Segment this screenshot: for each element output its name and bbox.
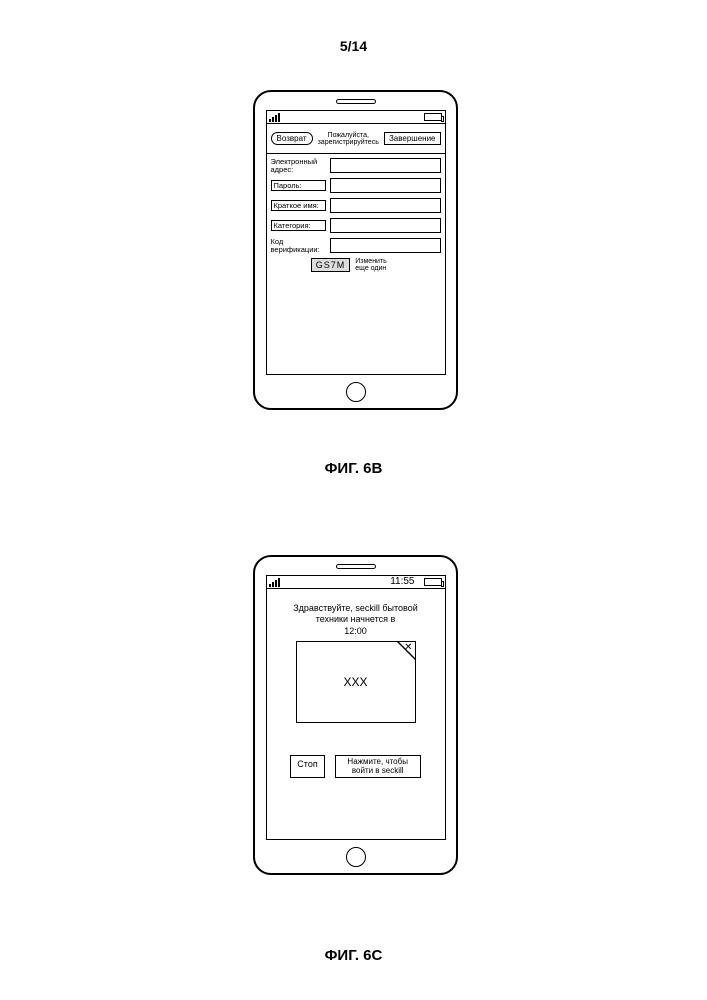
label-shortname: Краткое имя: [271,200,326,212]
input-shortname[interactable] [330,198,441,213]
captcha-row: GS7M Изменить еще один [271,258,441,272]
greeting-text: Здравствуйте, seckill бытовой техники на… [273,603,439,637]
row-verify: Код верификации: [271,238,441,253]
battery-icon [424,578,442,586]
label-password: Пароль: [271,180,326,192]
earpiece [336,564,376,569]
earpiece [336,99,376,104]
phone-frame: 11:55 Здравствуйте, seckill бытовой техн… [253,555,458,875]
signal-icon [269,113,280,122]
content-body: Здравствуйте, seckill бытовой техники на… [267,589,445,839]
figure-6c-phone: 11:55 Здравствуйте, seckill бытовой техн… [253,555,458,875]
top-bar: Возврат Пожалуйста, зарегистрируйтесь За… [267,124,445,154]
enter-seckill-button[interactable]: Нажмите, чтобы войти в seckill [335,755,421,779]
button-row: Стоп Нажмите, чтобы войти в seckill [273,755,439,779]
battery-icon [424,113,442,121]
label-verify: Код верификации: [271,238,326,253]
msg-time: 12:00 [344,626,367,636]
row-category: Категория: [271,218,441,233]
captcha-change-link[interactable]: Изменить еще один [355,258,400,272]
row-password: Пароль: [271,178,441,193]
screen: 11:55 Здравствуйте, seckill бытовой техн… [266,575,446,840]
clock: 11:55 [390,576,414,587]
register-form: Электронный адрес: Пароль: Краткое имя: … [267,154,445,276]
input-category[interactable] [330,218,441,233]
phone-frame: Возврат Пожалуйста, зарегистрируйтесь За… [253,90,458,410]
figure-6b-phone: Возврат Пожалуйста, зарегистрируйтесь За… [253,90,458,410]
figure-6b-label: ФИГ. 6B [0,460,707,477]
msg-line1: Здравствуйте, seckill бытовой [293,603,418,613]
product-card: ✕ XXX [296,641,416,723]
card-text: XXX [343,675,367,689]
row-shortname: Краткое имя: [271,198,441,213]
input-verify[interactable] [330,238,441,253]
figure-6c-label: ФИГ. 6C [0,947,707,964]
captcha-image: GS7M [311,258,351,272]
msg-line2: техники начнется в [316,614,396,624]
label-email: Электронный адрес: [271,158,326,173]
home-button[interactable] [346,382,366,402]
page-number: 5/14 [340,38,367,54]
signal-icon [269,578,280,587]
stop-button[interactable]: Стоп [290,755,324,779]
status-bar: 11:55 [267,576,445,589]
topbar-title: Пожалуйста, зарегистрируйтесь [318,132,379,146]
screen: Возврат Пожалуйста, зарегистрируйтесь За… [266,110,446,375]
label-category: Категория: [271,220,326,232]
input-email[interactable] [330,158,441,173]
done-button[interactable]: Завершение [384,132,441,145]
back-button[interactable]: Возврат [271,132,313,145]
status-bar [267,111,445,124]
home-button[interactable] [346,847,366,867]
row-email: Электронный адрес: [271,158,441,173]
close-icon[interactable]: ✕ [404,643,412,653]
input-password[interactable] [330,178,441,193]
